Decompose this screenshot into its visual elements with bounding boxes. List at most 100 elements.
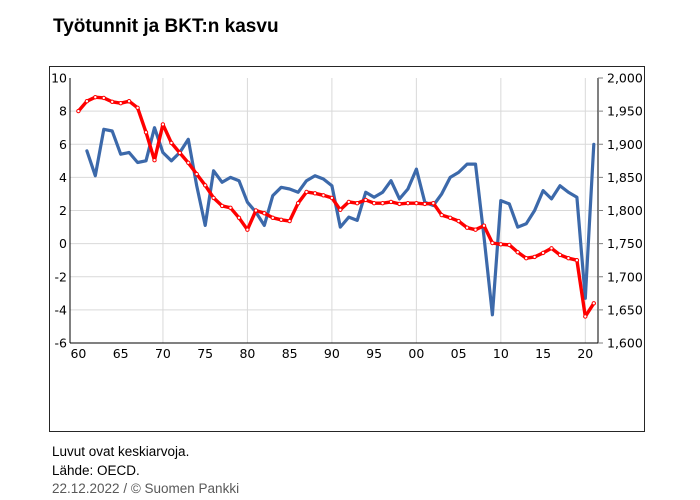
- right-axis-tick-label: 1,900: [607, 137, 643, 152]
- x-axis-tick-label: 00: [408, 346, 424, 361]
- hours-worked-marker: [160, 122, 166, 127]
- left-axis-tick-label: -6: [55, 336, 68, 351]
- hours-worked-marker: [194, 171, 199, 177]
- chart-footnotes: Luvut ovat keskiarvoja. Lähde: OECD. 22.…: [52, 443, 239, 499]
- hours-worked-marker: [236, 215, 242, 221]
- hours-worked-marker: [439, 212, 444, 218]
- x-axis-tick-label: 10: [493, 346, 509, 361]
- hours-worked-marker: [549, 246, 554, 251]
- hours-worked-marker: [295, 201, 301, 206]
- left-axis-tick-label: -4: [55, 302, 68, 317]
- hours-worked-marker: [566, 256, 571, 261]
- hours-worked-marker: [169, 140, 174, 146]
- hours-worked-marker: [143, 130, 149, 135]
- hours-worked-marker: [371, 201, 377, 206]
- hours-worked-marker: [388, 199, 394, 205]
- hours-worked-marker: [262, 211, 267, 216]
- hours-worked-marker: [346, 199, 351, 205]
- hours-worked-marker: [312, 191, 318, 196]
- hours-worked-marker: [583, 314, 588, 319]
- hours-worked-marker: [321, 193, 326, 198]
- right-axis-tick-label: 1,650: [607, 302, 643, 317]
- footnote-credit: 22.12.2022 / © Suomen Pankki: [52, 481, 240, 496]
- hours-worked-marker: [405, 201, 411, 206]
- hours-worked-marker: [76, 108, 81, 114]
- page-title: Työtunnit ja BKT:n kasvu: [53, 16, 279, 37]
- hours-worked-marker: [338, 207, 343, 213]
- x-axis-tick-label: 65: [113, 346, 129, 361]
- x-axis-tick-label: 75: [197, 346, 213, 361]
- hours-worked-marker: [329, 195, 335, 201]
- hours-worked-marker: [464, 225, 470, 230]
- right-axis-tick-label: 1,950: [607, 104, 643, 119]
- hours-worked-marker: [245, 227, 250, 232]
- hours-worked-marker: [490, 240, 495, 246]
- hours-worked-marker: [228, 205, 233, 211]
- hours-worked-marker: [110, 99, 115, 104]
- gdp-growth-line: [85, 126, 596, 317]
- left-axis-tick-label: 6: [59, 137, 67, 152]
- hours-worked-marker: [355, 201, 360, 206]
- hours-worked-marker: [540, 250, 546, 256]
- hours-worked-marker: [431, 201, 436, 206]
- hours-worked-marker: [456, 218, 461, 224]
- x-axis-tick-label: 05: [451, 346, 467, 361]
- hours-worked-marker: [211, 195, 216, 201]
- hours-worked-marker: [380, 201, 385, 206]
- hours-worked-marker: [101, 95, 106, 101]
- right-axis-tick-label: 1,850: [607, 170, 643, 185]
- chart-frame: 10 8 6 4 2 0 -2 -4 -6 2,000 1,950 1,900 1,850 1,800 1,…: [49, 66, 645, 432]
- hours-worked-marker: [186, 160, 191, 166]
- hours-worked-marker: [118, 101, 123, 106]
- right-axis-tick-label: 1,750: [607, 236, 643, 251]
- x-axis-tick-label: 80: [239, 346, 255, 361]
- hours-worked-marker: [498, 242, 503, 247]
- x-axis-tick-label: 85: [282, 346, 298, 361]
- footnote-averages: Luvut ovat keskiarvoja.: [52, 444, 190, 459]
- hours-worked-marker: [448, 215, 453, 221]
- hours-worked-marker: [473, 227, 478, 232]
- left-axis-tick-label: 2: [59, 203, 67, 218]
- hours-worked-marker: [422, 201, 427, 207]
- hours-worked-marker: [270, 215, 276, 221]
- line-chart: 1086420-2-4-62,0001,9501,9001,8501,8001,…: [51, 71, 643, 362]
- left-axis-tick-label: 4: [59, 170, 67, 185]
- right-axis-tick-label: 1,600: [607, 336, 643, 351]
- hours-worked-marker: [93, 95, 98, 100]
- x-axis-tick-label: 95: [366, 346, 382, 361]
- hours-worked-marker: [177, 150, 183, 156]
- hours-worked-marker: [414, 201, 419, 206]
- x-axis-tick-label: 60: [70, 346, 86, 361]
- x-axis-tick-label: 20: [577, 346, 593, 361]
- hours-worked-marker: [507, 242, 512, 248]
- left-axis-tick-label: -2: [55, 269, 67, 284]
- hours-worked-marker: [253, 208, 259, 213]
- hours-worked-marker: [557, 252, 563, 258]
- hours-worked-marker: [481, 223, 487, 228]
- left-axis-tick-label: 10: [51, 71, 67, 86]
- hours-worked-marker: [287, 218, 292, 224]
- hours-worked-marker: [524, 256, 529, 261]
- left-axis-tick-label: 0: [59, 236, 67, 251]
- x-axis-tick-label: 70: [155, 346, 171, 361]
- hours-worked-marker: [363, 197, 368, 203]
- hours-worked-marker: [532, 254, 537, 260]
- right-axis-tick-label: 1,800: [607, 203, 643, 218]
- hours-worked-marker: [591, 301, 596, 306]
- hours-worked-marker: [219, 203, 225, 209]
- hours-worked-marker: [304, 189, 309, 195]
- footnote-source: Lähde: OECD.: [52, 462, 140, 478]
- right-axis-tick-label: 1,700: [607, 269, 643, 284]
- hours-worked-marker: [135, 105, 140, 110]
- hours-worked-marker: [203, 183, 208, 188]
- hours-worked-marker: [515, 250, 520, 255]
- x-axis-tick-label: 15: [535, 346, 551, 361]
- hours-worked-marker: [84, 99, 90, 104]
- right-axis-tick-label: 2,000: [607, 71, 643, 86]
- hours-worked-marker: [397, 201, 402, 207]
- x-axis-tick-label: 90: [324, 346, 340, 361]
- hours-worked-marker: [126, 99, 132, 104]
- hours-worked-marker: [152, 158, 157, 163]
- hours-worked-marker: [279, 217, 284, 223]
- hours-worked-marker: [574, 258, 580, 263]
